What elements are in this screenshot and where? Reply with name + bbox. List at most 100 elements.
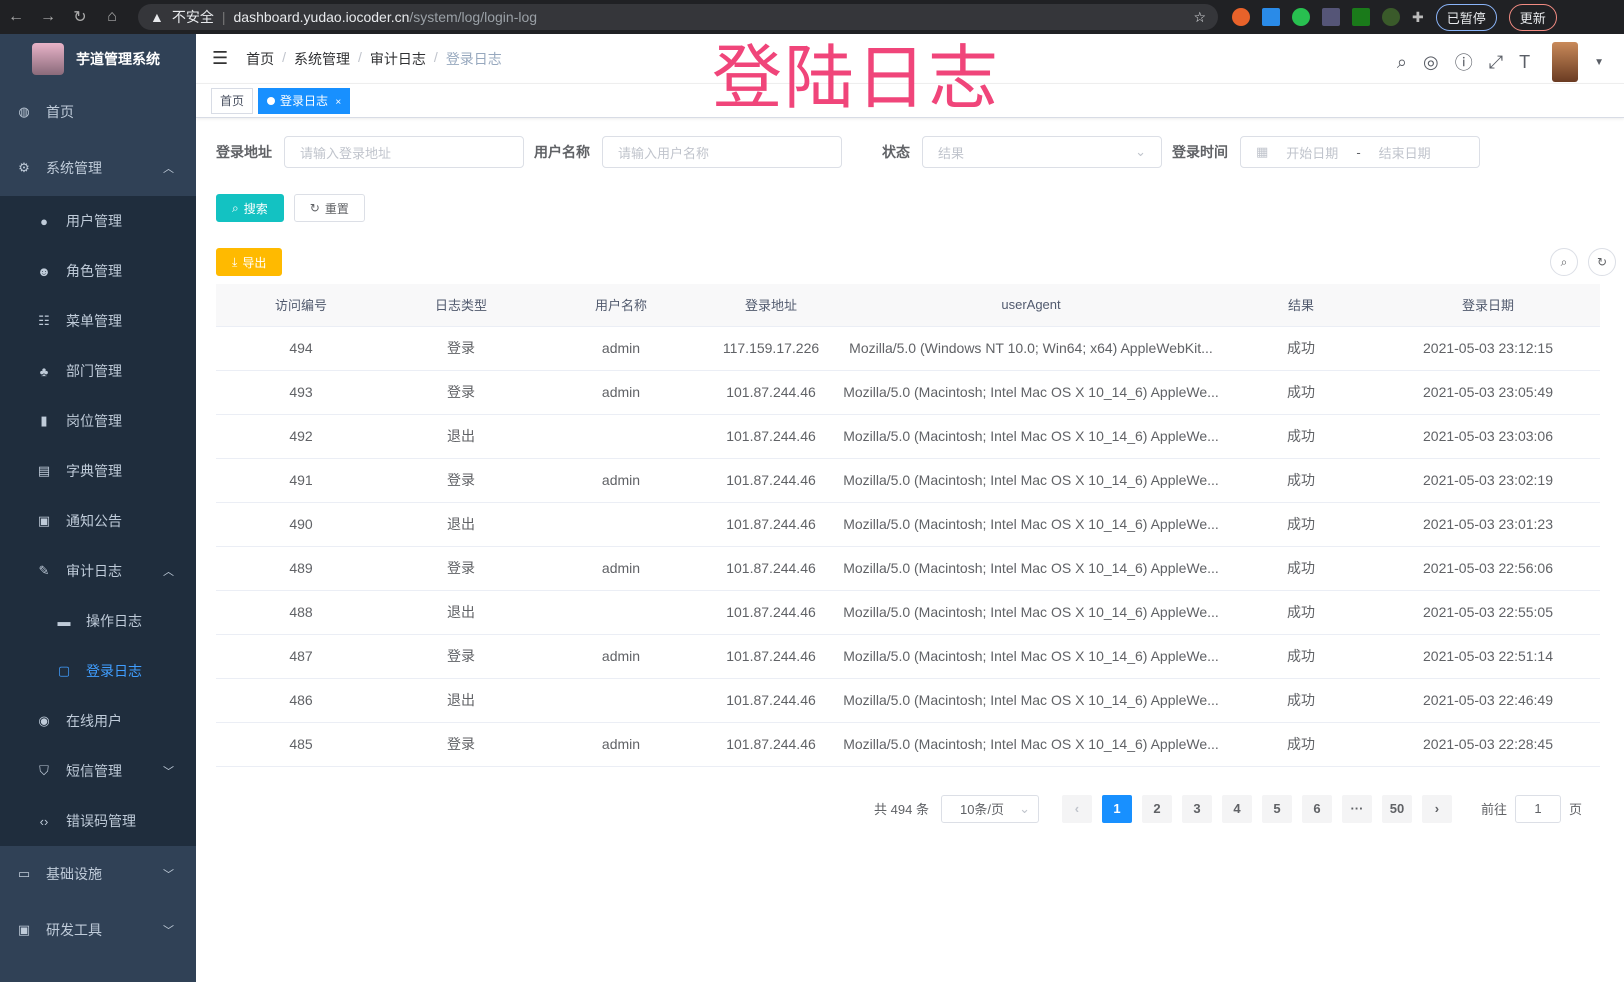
page-button[interactable]: 6 — [1301, 794, 1332, 823]
sidebar-logo[interactable]: 芋道管理系统 — [0, 34, 196, 84]
page-button[interactable]: 50 — [1381, 794, 1412, 823]
total-count: 共 494 条 — [874, 802, 929, 817]
export-button[interactable]: ⤓ 导出 — [216, 248, 283, 276]
sidebar-item-label: 系统管理 — [46, 160, 102, 176]
column-header: 用户名称 — [536, 284, 706, 327]
page-button[interactable]: 3 — [1181, 794, 1212, 823]
fullscreen-icon[interactable]: ⤢ — [1488, 51, 1504, 72]
breadcrumb-item[interactable]: 首页 — [246, 50, 275, 67]
caret-down-icon[interactable]: ▼ — [1594, 56, 1604, 68]
search-icon[interactable]: ⌕ — [1396, 51, 1407, 72]
refresh-icon[interactable]: ↻ — [1588, 248, 1616, 276]
extensions: ✚ 已暂停 更新 — [1232, 3, 1557, 31]
prev-page-button[interactable]: ‹ — [1061, 794, 1092, 823]
breadcrumb-item: 系统管理 — [294, 50, 351, 67]
tag-home[interactable]: 首页 — [211, 87, 254, 114]
extension-icon[interactable] — [1322, 8, 1340, 26]
puzzle-icon[interactable]: ✚ — [1412, 8, 1424, 25]
help-icon[interactable]: ⓘ — [1454, 53, 1473, 73]
sidebar-item[interactable]: ♣ 部门管理 — [0, 346, 196, 396]
extension-icon[interactable] — [1292, 8, 1310, 26]
sidebar-item[interactable]: ☻ 角色管理 — [0, 246, 196, 296]
search-button[interactable]: ⌕ 搜索 — [216, 194, 284, 222]
page-size-select[interactable]: 10条/页 ⌄ — [940, 794, 1039, 823]
hamburger-icon[interactable]: ☰ — [212, 48, 229, 68]
sidebar-item[interactable]: ⚙ 系统管理 ︿ — [0, 140, 196, 196]
page-button[interactable]: 1 — [1101, 794, 1132, 823]
sidebar-item[interactable]: ● 用户管理 — [0, 196, 196, 246]
back-icon[interactable]: ← — [8, 8, 24, 25]
extension-icon[interactable] — [1352, 8, 1370, 26]
profile-button[interactable]: 已暂停 — [1435, 3, 1497, 31]
page-button[interactable]: 4 — [1221, 794, 1252, 823]
home-icon[interactable]: ⌂ — [107, 8, 117, 25]
avatar[interactable] — [1552, 42, 1579, 82]
column-header: 登录地址 — [706, 284, 836, 327]
table-row[interactable]: 491 登录 admin 101.87.244.46 Mozilla/5.0 (Maci… — [216, 458, 1600, 503]
table-cell: 489 — [216, 546, 386, 591]
sidebar-item[interactable]: ✎ 审计日志 ︿ — [0, 546, 196, 596]
ip-input[interactable]: 请输入登录地址 — [284, 136, 524, 168]
sidebar-item[interactable]: ⛉ 短信管理 ﹀ — [0, 746, 196, 796]
status-select[interactable]: 结果 ⌄ — [922, 136, 1162, 168]
sidebar-item[interactable]: ◍ 首页 — [0, 84, 196, 140]
export-label: 导出 — [242, 255, 267, 270]
bookmark-star-icon[interactable]: ☆ — [1193, 8, 1206, 25]
sidebar-item[interactable]: ▣ 研发工具 ﹀ — [0, 902, 196, 958]
column-header: 登录日期 — [1376, 284, 1600, 327]
user-icon: ● — [40, 213, 48, 229]
sidebar-item[interactable]: ☷ 菜单管理 — [0, 296, 196, 346]
table-row[interactable]: 487 登录 admin 101.87.244.46 Mozilla/5.0 (Maci… — [216, 634, 1600, 679]
table-row[interactable]: 492 退出 101.87.244.46 Mozilla/5.0 (Macintosh… — [216, 414, 1600, 459]
sidebar-item[interactable]: ‹› 错误码管理 — [0, 796, 196, 846]
reload-icon[interactable]: ↻ — [73, 9, 87, 26]
table-cell: 101.87.244.46 — [706, 370, 836, 415]
sidebar-item[interactable]: ▤ 字典管理 — [0, 446, 196, 496]
date-range-picker[interactable]: ▦ 开始日期 - 结束日期 — [1240, 136, 1480, 168]
font-size-icon[interactable]: T — [1519, 51, 1531, 72]
table-row[interactable]: 485 登录 admin 101.87.244.46 Mozilla/5.0 (Maci… — [216, 722, 1600, 767]
sidebar-item-label: 在线用户 — [66, 713, 122, 729]
sidebar-item-label: 基础设施 — [46, 866, 102, 882]
sidebar-item[interactable]: ▭ 基础设施 ﹀ — [0, 846, 196, 902]
sidebar-item[interactable]: ▣ 通知公告 — [0, 496, 196, 546]
extension-icon[interactable] — [1232, 8, 1250, 26]
tool-icon: ▣ — [17, 922, 31, 937]
sidebar-item[interactable]: ▮ 岗位管理 — [0, 396, 196, 446]
forward-icon[interactable]: → — [40, 8, 56, 25]
table-row[interactable]: 488 退出 101.87.244.46 Mozilla/5.0 (Macintosh… — [216, 590, 1600, 635]
page-button[interactable]: 2 — [1141, 794, 1172, 823]
next-page-button[interactable]: › — [1421, 794, 1452, 823]
toggle-search-icon[interactable]: ⌕ — [1550, 248, 1578, 276]
code-icon: ‹› — [39, 813, 49, 829]
sidebar-item[interactable]: ▬ 操作日志 — [0, 596, 196, 646]
table-row[interactable]: 490 退出 101.87.244.46 Mozilla/5.0 (Macintosh… — [216, 502, 1600, 547]
username-input[interactable]: 请输入用户名称 — [602, 136, 842, 168]
update-button[interactable]: 更新 — [1508, 3, 1557, 31]
table-row[interactable]: 494 登录 admin 117.159.17.226 Mozilla/5.0 (Win… — [216, 326, 1600, 371]
table-cell: Mozilla/5.0 (Macintosh; Intel Mac OS X 1… — [836, 634, 1226, 679]
sidebar-item[interactable]: ▢ 登录日志 — [0, 646, 196, 696]
address-bar[interactable]: ▲ 不安全 | dashboard.yudao.iocoder.cn/syste… — [138, 4, 1218, 30]
extension-icon[interactable] — [1382, 8, 1400, 26]
table-row[interactable]: 489 登录 admin 101.87.244.46 Mozilla/5.0 (Maci… — [216, 546, 1600, 591]
extension-icon[interactable] — [1262, 8, 1280, 26]
table-cell: 成功 — [1226, 502, 1376, 547]
page-button[interactable]: ··· — [1341, 794, 1372, 823]
table-cell: Mozilla/5.0 (Macintosh; Intel Mac OS X 1… — [836, 502, 1226, 547]
page-button[interactable]: 5 — [1261, 794, 1292, 823]
reset-button[interactable]: ↻ 重置 — [293, 194, 365, 222]
github-icon[interactable]: ◎ — [1422, 51, 1439, 72]
table-cell: 成功 — [1226, 634, 1376, 679]
sidebar-item[interactable]: ◉ 在线用户 — [0, 696, 196, 746]
table-row[interactable]: 493 登录 admin 101.87.244.46 Mozilla/5.0 (Maci… — [216, 370, 1600, 415]
goto-input[interactable]: 1 — [1514, 794, 1561, 823]
sidebar-item-label: 菜单管理 — [66, 313, 122, 329]
table-cell: 成功 — [1226, 370, 1376, 415]
range-separator: - — [1356, 144, 1361, 160]
table-cell: 488 — [216, 590, 386, 635]
close-icon[interactable]: × — [335, 96, 342, 108]
tag-login-log[interactable]: 登录日志 × — [258, 87, 351, 114]
dict-icon: ▤ — [37, 463, 51, 478]
table-row[interactable]: 486 退出 101.87.244.46 Mozilla/5.0 (Macintosh… — [216, 678, 1600, 723]
